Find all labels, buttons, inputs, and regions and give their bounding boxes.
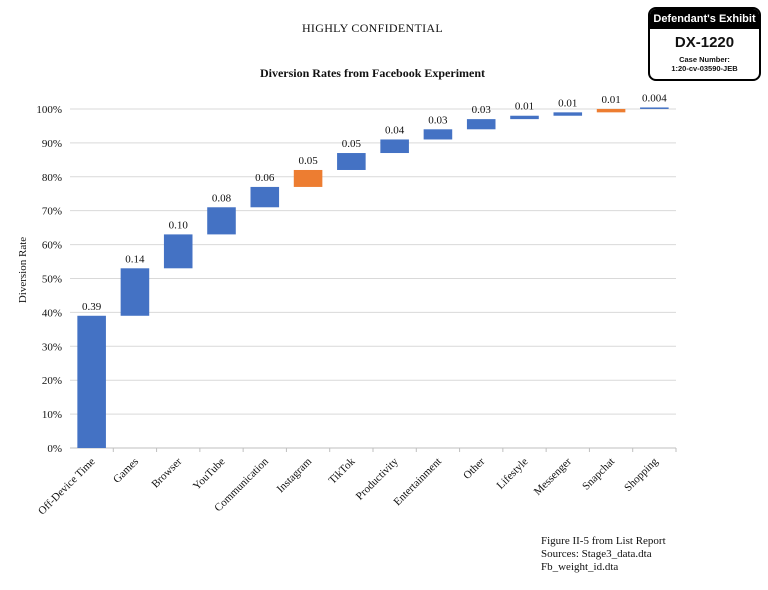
x-tick-label: Other [461,455,487,481]
x-tick-label: Browser [149,455,184,490]
chart-title: Diversion Rates from Facebook Experiment [259,66,486,80]
bar-9 [466,119,496,130]
y-tick-label: 0% [47,443,62,455]
data-label: 0.10 [169,219,189,231]
confidential-header: HIGHLY CONFIDENTIAL [301,21,444,35]
x-tick-label: Instagram [275,455,315,495]
data-label: 0.03 [472,104,492,116]
x-tick-label: Shopping [622,455,661,494]
bar-11 [553,112,583,116]
data-label: 0.01 [558,97,577,109]
y-tick-label: 60% [42,240,62,252]
bar-12 [596,108,626,113]
y-axis-title: Diversion Rate [17,237,29,303]
exhibit-number: DX-1220 [674,34,735,51]
y-tick-label: 10% [42,409,62,421]
exhibit-title: Defendant's Exhibit [650,9,759,29]
data-label: 0.004 [642,92,667,104]
bar-13 [640,107,669,109]
data-label: 0.01 [515,101,534,113]
y-tick-label: 50% [42,273,62,285]
y-tick-label: 40% [42,307,62,319]
bar-4 [250,186,280,208]
data-label: 0.01 [601,94,620,106]
y-tick-label: 20% [42,375,62,387]
x-tick-label: Games [111,456,141,486]
footnote-line-3: Fb_weight_id.dta [541,561,619,573]
data-label: 0.04 [385,124,405,136]
bar-0 [77,315,106,448]
y-tick-label: 100% [36,104,62,116]
x-tick-label: Messenger [532,455,574,497]
bar-1 [120,268,150,316]
data-label: 0.06 [255,172,275,184]
chart-footnote: Figure II-5 from List Report Sources: St… [541,535,666,574]
footnote-line-1: Figure II-5 from List Report [541,535,666,547]
x-tick-label: Off-Device Time [36,456,98,518]
y-tick-label: 90% [42,138,62,150]
x-tick-label: TikTok [326,455,357,486]
x-tick-label: Lifestyle [494,456,530,492]
y-tick-label: 30% [42,341,62,353]
data-label: 0.05 [298,155,318,167]
y-tick-label: 70% [42,206,62,218]
bar-2 [163,234,193,269]
bar-8 [423,129,453,140]
y-tick-label: 80% [42,172,62,184]
x-tick-label: Productivity [354,455,401,502]
x-tick-label: YouTube [191,456,228,493]
exhibit-case-number: 1:20-cv-03590-JEB [671,64,738,73]
footnote-line-2: Sources: Stage3_data.dta [541,548,652,560]
bar-5 [293,169,323,187]
exhibit-sticker: Defendant's Exhibit DX-1220 Case Number:… [648,7,761,81]
data-label: 0.14 [125,253,145,265]
bar-7 [380,139,409,154]
data-label: 0.03 [428,114,448,126]
bar-3 [207,207,236,235]
data-label: 0.05 [342,138,362,150]
x-tick-label: Snapchat [580,456,617,493]
data-label: 0.39 [82,301,102,313]
bar-10 [510,115,539,120]
bar-6 [337,153,366,170]
exhibit-case-label: Case Number: [679,55,730,64]
data-label: 0.08 [212,192,232,204]
